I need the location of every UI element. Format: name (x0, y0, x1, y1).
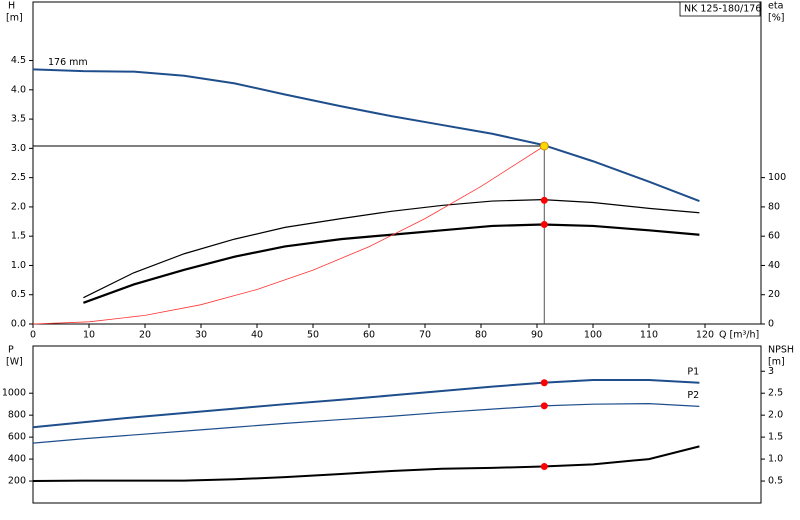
y2-tick-label: 60 (768, 231, 780, 242)
y-tick-label: 3.5 (11, 114, 26, 125)
y-axis-title: H (8, 1, 15, 12)
model-box (679, 1, 761, 17)
duty-point (539, 141, 549, 151)
series-label: P2 (687, 390, 699, 401)
y2-axis-unit: [m] (768, 357, 785, 368)
x-tick-label: 110 (640, 330, 658, 341)
curve (32, 145, 545, 325)
operating-point (540, 402, 548, 410)
curve (32, 403, 700, 444)
y-tick-label: 2.5 (11, 172, 26, 183)
model-label: NK 125-180/176 (684, 4, 761, 15)
y-tick-label: 800 (8, 410, 26, 421)
curve (83, 223, 700, 304)
y-tick-label: 0.5 (11, 289, 26, 300)
y2-tick-label: 100 (768, 172, 786, 183)
x-tick-label: 60 (363, 330, 375, 341)
operating-point (540, 196, 548, 204)
x-tick-label: 50 (307, 330, 319, 341)
plot-frame (32, 345, 762, 504)
y2-axis-title: eta (768, 1, 783, 12)
y-tick-label: 4.5 (11, 55, 26, 66)
y2-tick-label: 3 (768, 366, 774, 377)
y-axis-unit: [W] (6, 357, 23, 368)
y-tick-label: 600 (8, 432, 26, 443)
y-tick-label: 0.0 (11, 319, 26, 330)
y2-tick-label: 0 (768, 319, 774, 330)
curve (32, 445, 700, 483)
y-tick-label: 400 (8, 454, 26, 465)
y2-tick-label: 0.5 (768, 476, 783, 487)
y2-tick-label: 2.5 (768, 388, 783, 399)
y-tick-label: 1.0 (11, 260, 26, 271)
y2-tick-label: 1.5 (768, 432, 783, 443)
y2-tick-label: 2.0 (768, 410, 783, 421)
plot-frame (32, 1, 762, 325)
y-tick-label: 2.0 (11, 201, 26, 212)
y-axis-title: P (8, 345, 14, 356)
y-tick-label: 1.5 (11, 231, 26, 242)
y2-tick-label: 20 (768, 289, 780, 300)
y-tick-label: 4.0 (11, 84, 26, 95)
x-tick-label: 80 (475, 330, 487, 341)
operating-point (540, 379, 548, 387)
x-tick-label: 30 (195, 330, 207, 341)
x-tick-label: 70 (419, 330, 431, 341)
series-label: P1 (687, 366, 699, 377)
y-axis-unit: [m] (6, 13, 23, 24)
y-tick-label: 200 (8, 476, 26, 487)
x-tick-label: 0 (30, 330, 36, 341)
x-tick-label: 90 (531, 330, 543, 341)
y2-tick-label: 40 (768, 260, 780, 271)
x-tick-label: 20 (139, 330, 151, 341)
y2-tick-label: 80 (768, 201, 780, 212)
y-tick-label: 3.0 (11, 143, 26, 154)
x-tick-label: 120 (696, 330, 714, 341)
curve (32, 379, 700, 429)
x-tick-label: 40 (251, 330, 263, 341)
curve (83, 198, 700, 299)
operating-point (540, 463, 548, 471)
y2-axis-title: NPSH (768, 345, 794, 356)
x-tick-label: 100 (584, 330, 602, 341)
y2-tick-label: 1.0 (768, 454, 783, 465)
y-tick-label: 1000 (2, 388, 26, 399)
x-tick-label: 10 (83, 330, 95, 341)
curve (32, 68, 700, 202)
series-label: 176 mm (48, 57, 88, 68)
operating-point (540, 220, 548, 228)
x-axis-label: Q [m³/h] (719, 330, 759, 341)
y2-axis-unit: [%] (768, 13, 784, 24)
